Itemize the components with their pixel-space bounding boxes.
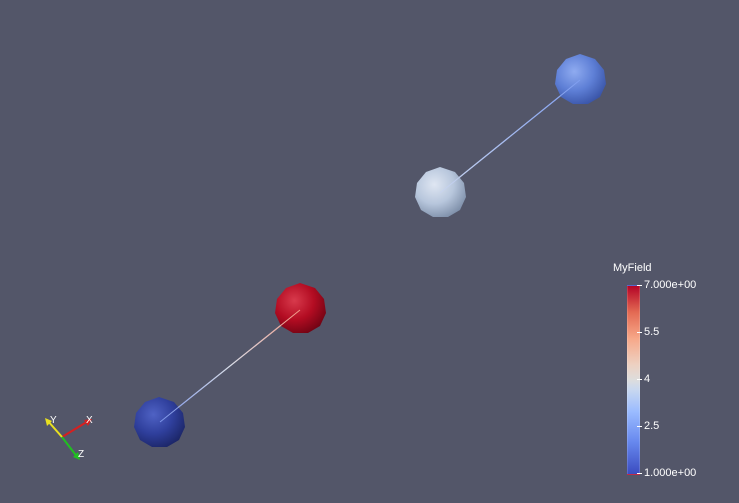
axis-z-line xyxy=(61,436,79,459)
axis-x-label: X xyxy=(86,415,93,426)
sphere-top-right[interactable] xyxy=(555,54,606,104)
color-legend[interactable]: MyField 7.000e+00 5.5 4 2.5 1.000e+00 xyxy=(608,260,728,480)
color-legend-title: MyField xyxy=(613,262,652,274)
connector-line-lower-overlay xyxy=(159,309,301,423)
axis-x-arrow-icon xyxy=(84,419,92,426)
connector-line-upper-overlay xyxy=(439,79,581,194)
color-legend-tick-label: 1.000e+00 xyxy=(644,467,697,479)
sphere-red[interactable] xyxy=(275,283,326,333)
color-legend-tick xyxy=(637,473,642,474)
axis-z-label: Z xyxy=(78,449,84,460)
sphere-bottom-left[interactable] xyxy=(134,397,185,447)
color-legend-gradient xyxy=(627,285,640,475)
axis-y-label: Y xyxy=(50,415,57,426)
color-legend-tick-label: 2.5 xyxy=(644,420,660,432)
color-legend-tick-label: 5.5 xyxy=(644,326,660,338)
color-legend-tick-label: 7.000e+00 xyxy=(644,279,697,291)
color-legend-tick-label: 4 xyxy=(644,373,651,385)
axis-z-arrow-icon xyxy=(73,452,80,460)
color-legend-tick xyxy=(637,426,642,427)
color-legend-tick xyxy=(637,379,642,380)
axis-x-line xyxy=(61,419,91,438)
color-legend-tick xyxy=(637,332,642,333)
axis-y-arrow-icon xyxy=(45,418,52,426)
color-legend-tick xyxy=(637,285,642,286)
